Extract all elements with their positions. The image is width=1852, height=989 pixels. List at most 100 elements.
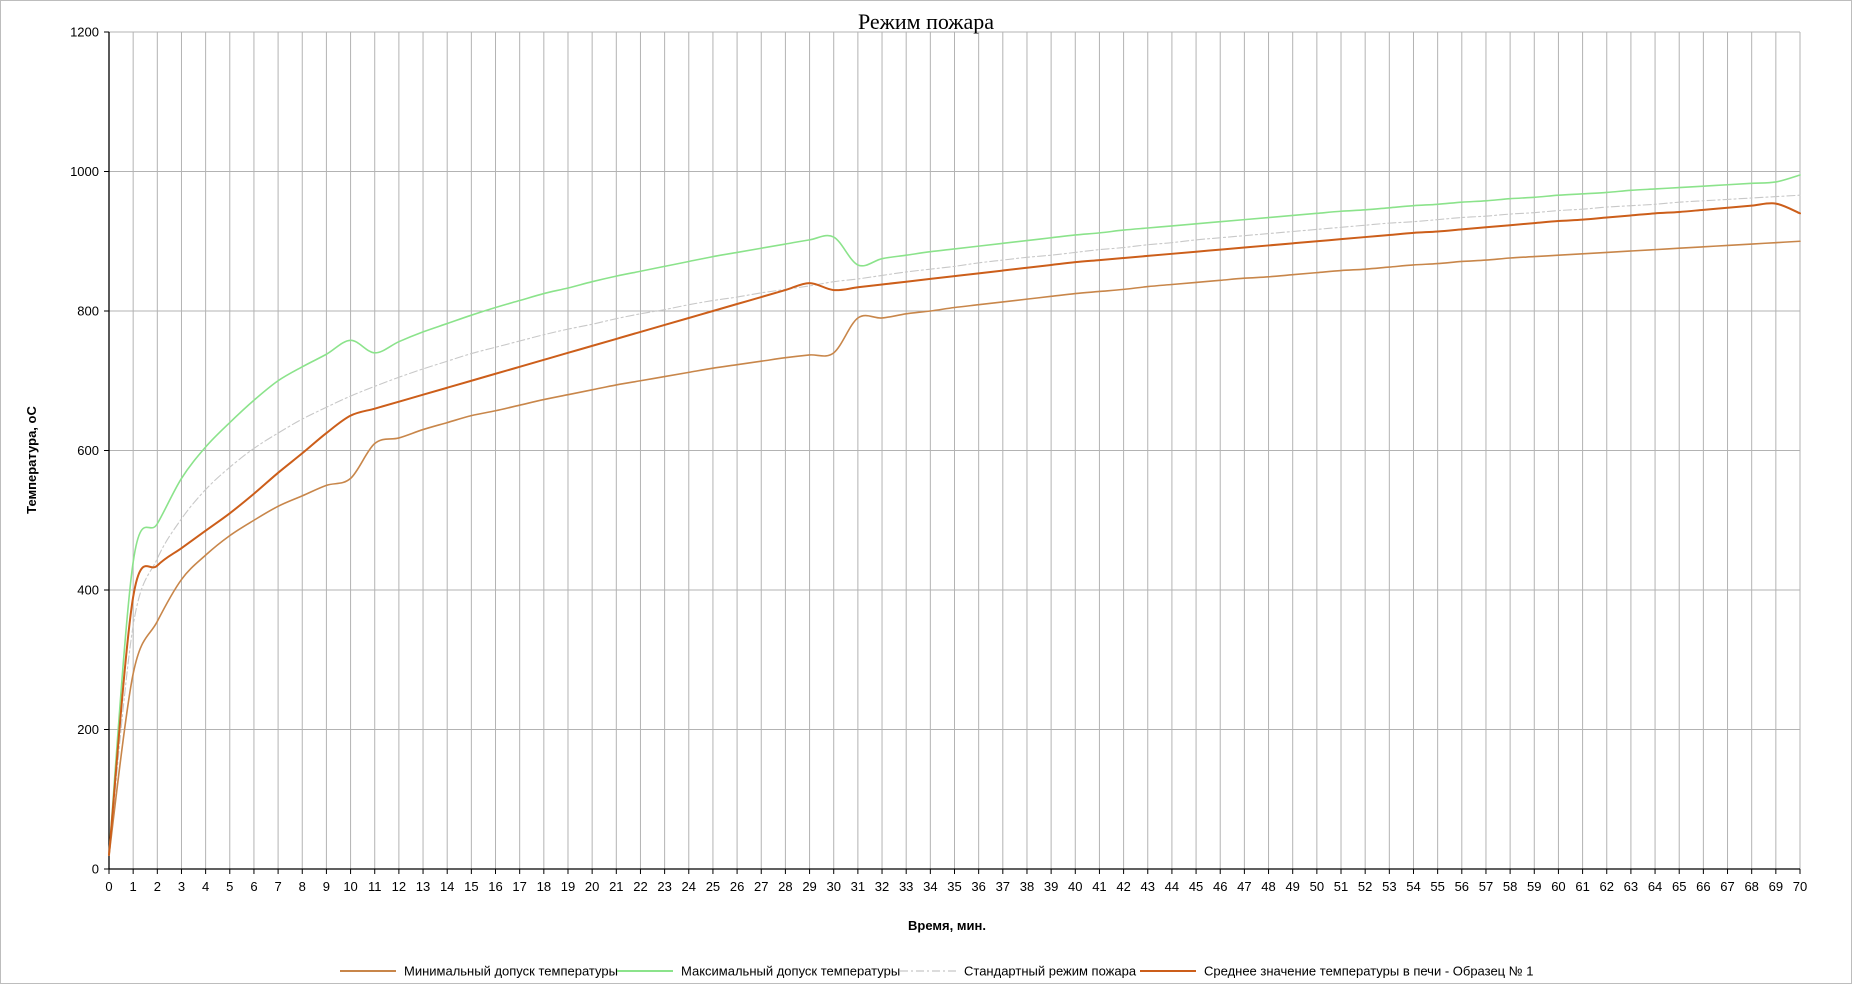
x-tick-label: 24 bbox=[682, 879, 696, 894]
x-tick-label: 40 bbox=[1068, 879, 1082, 894]
x-tick-label: 8 bbox=[299, 879, 306, 894]
x-tick-label: 32 bbox=[875, 879, 889, 894]
y-tick-label: 1000 bbox=[70, 164, 99, 179]
x-tick-label: 27 bbox=[754, 879, 768, 894]
x-tick-label: 44 bbox=[1165, 879, 1179, 894]
x-tick-label: 45 bbox=[1189, 879, 1203, 894]
x-tick-label: 49 bbox=[1285, 879, 1299, 894]
x-tick-label: 51 bbox=[1334, 879, 1348, 894]
x-tick-label: 14 bbox=[440, 879, 454, 894]
x-tick-label: 36 bbox=[971, 879, 985, 894]
legend-label: Стандартный режим пожара bbox=[964, 964, 1137, 979]
x-tick-label: 61 bbox=[1575, 879, 1589, 894]
x-tick-label: 34 bbox=[923, 879, 937, 894]
chart-title: Режим пожара bbox=[858, 9, 994, 34]
x-tick-label: 65 bbox=[1672, 879, 1686, 894]
grid bbox=[109, 31, 1801, 869]
y-axis-title: Температура, оС bbox=[24, 406, 39, 514]
x-tick-label: 52 bbox=[1358, 879, 1372, 894]
x-tick-label: 31 bbox=[851, 879, 865, 894]
x-tick-label: 59 bbox=[1527, 879, 1541, 894]
x-tick-label: 15 bbox=[464, 879, 478, 894]
x-tick-label: 23 bbox=[657, 879, 671, 894]
legend-label: Минимальный допуск температуры bbox=[404, 964, 618, 979]
x-tick-label: 62 bbox=[1600, 879, 1614, 894]
y-tick-label: 800 bbox=[77, 304, 99, 319]
x-tick-label: 13 bbox=[416, 879, 430, 894]
legend-item-4: Среднее значение температуры в печи - Об… bbox=[1140, 964, 1534, 979]
x-tick-label: 37 bbox=[996, 879, 1010, 894]
x-tick-label: 21 bbox=[609, 879, 623, 894]
legend-item-3: Стандартный режим пожара bbox=[900, 964, 1137, 979]
series-line-2 bbox=[108, 174, 1801, 856]
x-tick-label: 66 bbox=[1696, 879, 1710, 894]
x-tick-label: 11 bbox=[368, 879, 382, 894]
x-tick-label: 19 bbox=[561, 879, 575, 894]
y-tick-label: 600 bbox=[77, 443, 99, 458]
x-tick-label: 29 bbox=[802, 879, 816, 894]
x-tick-label: 10 bbox=[343, 879, 357, 894]
x-tick-label: 70 bbox=[1793, 879, 1807, 894]
x-tick-label: 0 bbox=[105, 879, 112, 894]
x-tick-label: 2 bbox=[154, 879, 161, 894]
y-tick-label: 400 bbox=[77, 583, 99, 598]
x-tick-label: 9 bbox=[323, 879, 330, 894]
x-tick-label: 43 bbox=[1141, 879, 1155, 894]
x-tick-label: 22 bbox=[633, 879, 647, 894]
x-tick-label: 57 bbox=[1479, 879, 1493, 894]
x-tick-label: 39 bbox=[1044, 879, 1058, 894]
x-tick-label: 4 bbox=[202, 879, 209, 894]
x-tick-label: 17 bbox=[512, 879, 526, 894]
x-tick-label: 48 bbox=[1261, 879, 1275, 894]
x-axis-title: Время, мин. bbox=[908, 918, 986, 933]
x-tick-label: 5 bbox=[226, 879, 233, 894]
x-tick-label: 47 bbox=[1237, 879, 1251, 894]
y-tick-label: 0 bbox=[92, 862, 99, 877]
series-line-3 bbox=[108, 194, 1801, 856]
x-tick-label: 69 bbox=[1769, 879, 1783, 894]
x-tick-label: 46 bbox=[1213, 879, 1227, 894]
x-tick-label: 33 bbox=[899, 879, 913, 894]
x-tick-label: 25 bbox=[706, 879, 720, 894]
x-tick-label: 68 bbox=[1744, 879, 1758, 894]
x-tick-label: 53 bbox=[1382, 879, 1396, 894]
legend-item-1: Минимальный допуск температуры bbox=[340, 964, 618, 979]
x-tick-label: 64 bbox=[1648, 879, 1662, 894]
x-tick-label: 55 bbox=[1430, 879, 1444, 894]
x-tick-label: 16 bbox=[488, 879, 502, 894]
x-tick-label: 26 bbox=[730, 879, 744, 894]
x-tick-label: 38 bbox=[1020, 879, 1034, 894]
series-line-4 bbox=[108, 202, 1801, 857]
x-tick-label: 60 bbox=[1551, 879, 1565, 894]
legend: Минимальный допуск температуры Максимальн… bbox=[340, 964, 1534, 979]
x-tick-label: 54 bbox=[1406, 879, 1420, 894]
x-tick-label: 56 bbox=[1455, 879, 1469, 894]
x-tick-label: 30 bbox=[826, 879, 840, 894]
series-line-1 bbox=[108, 240, 1801, 856]
legend-label: Максимальный допуск температуры bbox=[681, 964, 900, 979]
x-tick-label: 7 bbox=[274, 879, 281, 894]
axes: 0 1 2 3 4 5 6 7 8 9 10 11 12 13 14 15 16 17 18 19 20 21 22 23 24… bbox=[70, 25, 1807, 895]
x-tick-label: 18 bbox=[537, 879, 551, 894]
x-tick-label: 35 bbox=[947, 879, 961, 894]
x-tick-label: 58 bbox=[1503, 879, 1517, 894]
legend-item-2: Максимальный допуск температуры bbox=[617, 964, 900, 979]
y-tick-label: 200 bbox=[77, 722, 99, 737]
x-tick-label: 42 bbox=[1116, 879, 1130, 894]
x-tick-label: 28 bbox=[778, 879, 792, 894]
x-tick-label: 1 bbox=[130, 879, 137, 894]
x-tick-label: 67 bbox=[1720, 879, 1734, 894]
x-tick-label: 6 bbox=[250, 879, 257, 894]
x-tick-label: 50 bbox=[1310, 879, 1324, 894]
x-tick-label: 41 bbox=[1092, 879, 1106, 894]
y-tick-label: 1200 bbox=[70, 25, 99, 40]
x-tick-label: 63 bbox=[1624, 879, 1638, 894]
x-tick-label: 12 bbox=[392, 879, 406, 894]
x-tick-label: 20 bbox=[585, 879, 599, 894]
series-group bbox=[108, 174, 1801, 857]
legend-label: Среднее значение температуры в печи - Об… bbox=[1204, 964, 1534, 979]
x-tick-label: 3 bbox=[178, 879, 185, 894]
